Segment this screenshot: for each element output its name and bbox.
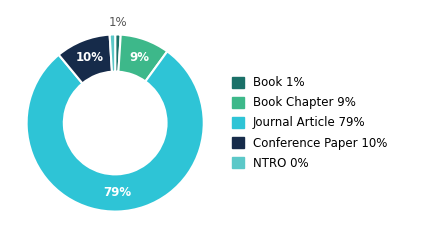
Wedge shape bbox=[59, 35, 112, 83]
Legend: Book 1%, Book Chapter 9%, Journal Article 79%, Conference Paper 10%, NTRO 0%: Book 1%, Book Chapter 9%, Journal Articl… bbox=[232, 76, 388, 170]
Text: 9%: 9% bbox=[129, 51, 149, 64]
Text: 10%: 10% bbox=[75, 51, 103, 64]
Text: 1%: 1% bbox=[109, 16, 128, 30]
Wedge shape bbox=[27, 51, 204, 212]
Wedge shape bbox=[115, 34, 121, 72]
Text: 79%: 79% bbox=[103, 186, 132, 200]
Wedge shape bbox=[109, 34, 115, 72]
Wedge shape bbox=[118, 35, 167, 81]
